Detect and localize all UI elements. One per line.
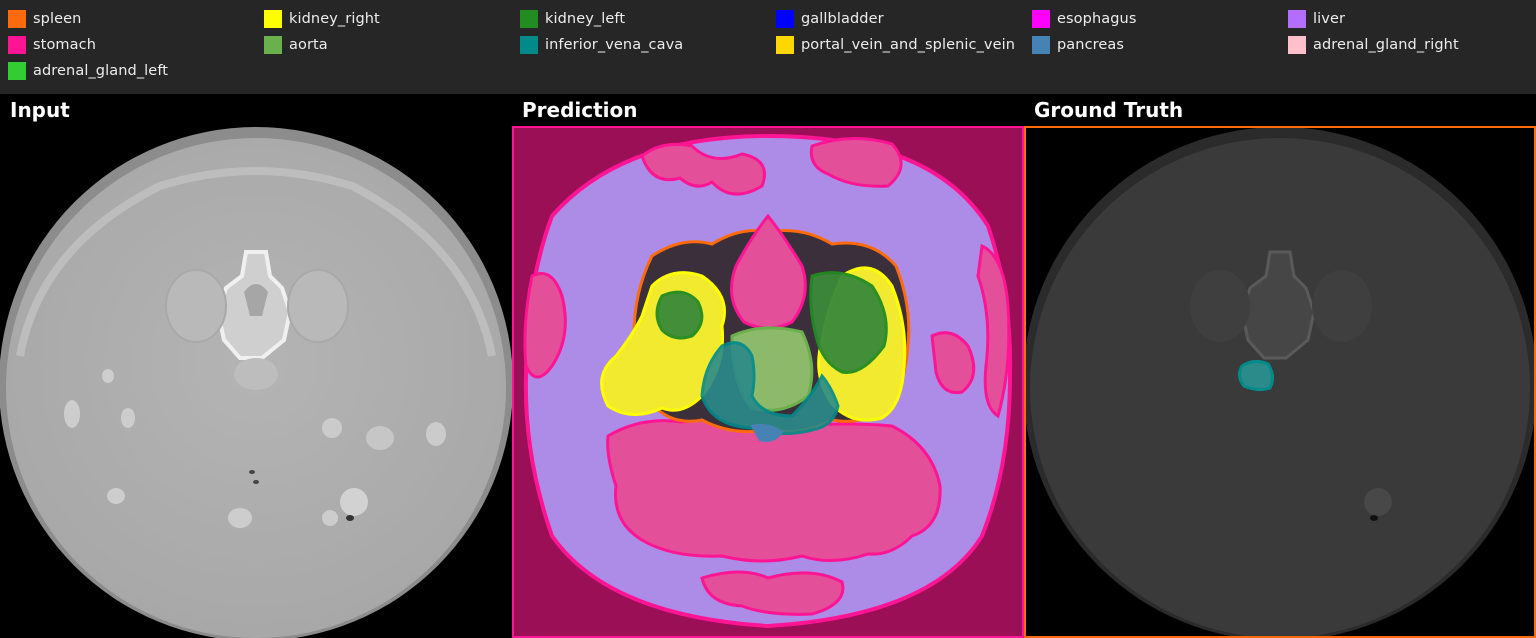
- legend-item-esophagus: esophagus: [1032, 8, 1136, 30]
- esophagus-swatch-icon: [1032, 10, 1050, 28]
- body-cross-section-dim: [1030, 138, 1530, 638]
- legend-item-liver: liver: [1288, 8, 1345, 30]
- stomach-region-left-band: [523, 272, 567, 379]
- legend-item-spleen: spleen: [8, 8, 81, 30]
- legend-item-kidney-left: kidney_left: [520, 8, 625, 30]
- legend: spleen kidney_right kidney_left gallblad…: [0, 0, 1536, 94]
- kidney-right-swatch-icon: [264, 10, 282, 28]
- pancreas-swatch-icon: [1032, 36, 1050, 54]
- stomach-region-top: [640, 142, 766, 196]
- legend-item-kidney-right: kidney_right: [264, 8, 380, 30]
- prediction-image: [512, 126, 1024, 638]
- legend-item-pancreas: pancreas: [1032, 34, 1124, 56]
- ct-input-svg: [0, 126, 512, 638]
- prediction-title: Prediction: [522, 98, 638, 122]
- legend-label: inferior_vena_cava: [545, 37, 684, 53]
- legend-label: liver: [1313, 11, 1346, 27]
- ground-truth-svg: [1024, 126, 1536, 638]
- legend-label: pancreas: [1057, 37, 1125, 53]
- legend-label: stomach: [33, 37, 96, 53]
- ground-truth-image: [1024, 126, 1536, 638]
- kidney-right-patch: [655, 290, 704, 340]
- inferior-vena-cava-region: [700, 341, 840, 435]
- legend-item-gallbladder: gallbladder: [776, 8, 884, 30]
- legend-label: portal_vein_and_splenic_vein: [801, 37, 1016, 53]
- inferior-vena-cava-gt-region: [1237, 359, 1275, 392]
- legend-item-aorta: aorta: [264, 34, 328, 56]
- prediction-border: [512, 126, 1024, 638]
- legend-label: spleen: [33, 11, 82, 27]
- legend-item-adrenal-gland-left: adrenal_gland_left: [8, 60, 168, 82]
- legend-label: kidney_left: [545, 11, 626, 27]
- legend-item-inferior-vena-cava: inferior_vena_cava: [520, 34, 683, 56]
- stomach-region-right-band: [976, 243, 1011, 419]
- gallbladder-swatch-icon: [776, 10, 794, 28]
- stomach-region-center: [730, 213, 807, 330]
- stomach-region-right-small: [930, 331, 976, 395]
- legend-label: kidney_right: [289, 11, 380, 27]
- legend-label: aorta: [289, 37, 328, 53]
- pancreas-region: [750, 423, 784, 442]
- ground-truth-title: Ground Truth: [1034, 98, 1184, 122]
- adrenal-gland-left-swatch-icon: [8, 62, 26, 80]
- legend-label: adrenal_gland_left: [33, 63, 169, 79]
- legend-item-portal-vein: portal_vein_and_splenic_vein: [776, 34, 1015, 56]
- legend-label: adrenal_gland_right: [1313, 37, 1459, 53]
- kidney-left-patch: [809, 271, 888, 374]
- kidney-left-swatch-icon: [520, 10, 538, 28]
- adrenal-gland-right-swatch-icon: [1288, 36, 1306, 54]
- inferior-vena-cava-swatch-icon: [520, 36, 538, 54]
- legend-item-stomach: stomach: [8, 34, 96, 56]
- input-title: Input: [10, 98, 70, 122]
- liver-swatch-icon: [1288, 10, 1306, 28]
- prediction-svg: [512, 126, 1024, 638]
- spleen-swatch-icon: [8, 10, 26, 28]
- ground-truth-border: [1024, 126, 1536, 638]
- legend-label: gallbladder: [801, 11, 884, 27]
- legend-item-adrenal-gland-right: adrenal_gland_right: [1288, 34, 1459, 56]
- portal-vein-swatch-icon: [776, 36, 794, 54]
- spine-dim: [1240, 250, 1316, 360]
- aorta-swatch-icon: [264, 36, 282, 54]
- stomach-region-bottom: [700, 570, 845, 616]
- input-image: [0, 126, 512, 638]
- legend-label: esophagus: [1057, 11, 1137, 27]
- stomach-swatch-icon: [8, 36, 26, 54]
- stomach-region-right-top: [809, 137, 903, 188]
- spine: [215, 250, 293, 360]
